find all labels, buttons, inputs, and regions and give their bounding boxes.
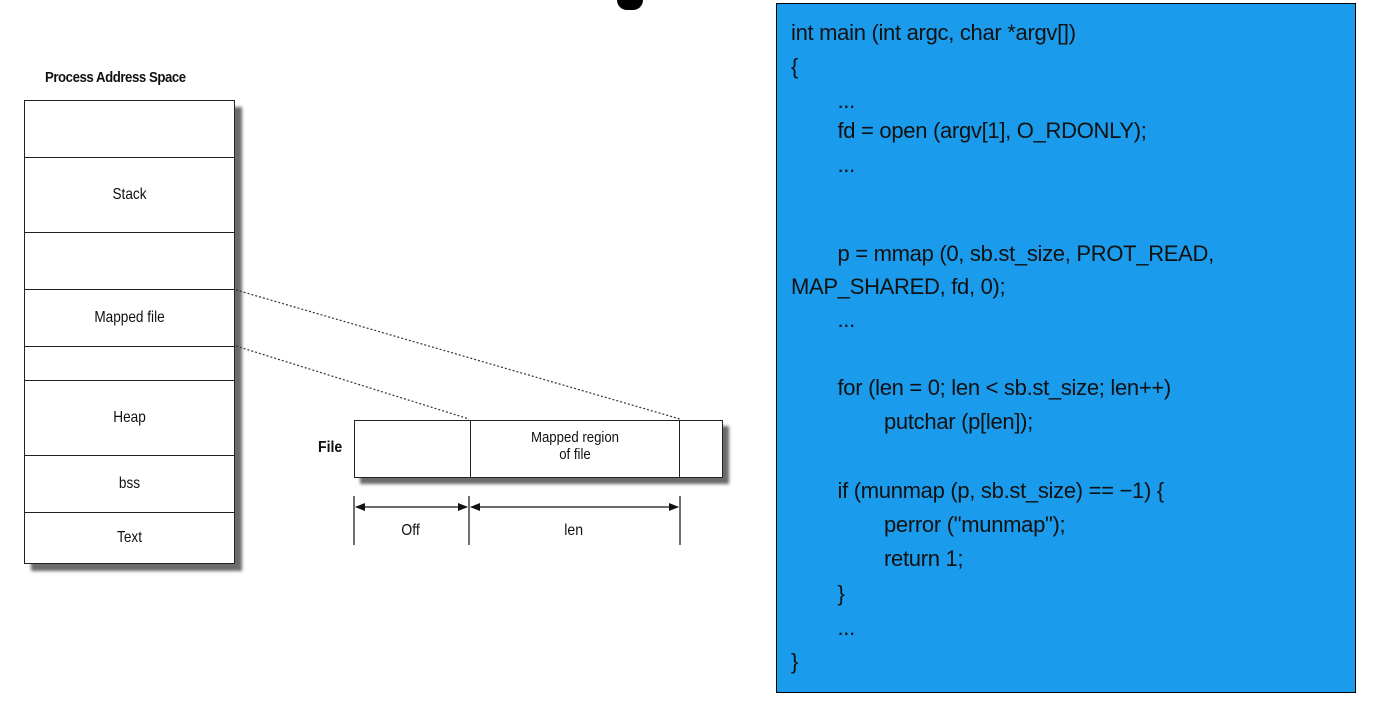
code-line: ...	[791, 307, 855, 332]
connector-bottom	[235, 345, 470, 420]
code-line: fd = open (argv[1], O_RDONLY);	[791, 118, 1147, 143]
segment-text: Text	[24, 512, 235, 564]
file-label: File	[318, 439, 343, 456]
code-line: ...	[791, 615, 855, 640]
code-line: {	[791, 54, 799, 79]
mapped-region-label: Mapped region of file	[483, 429, 666, 463]
code-line: perror ("munmap");	[791, 512, 1066, 537]
segment-label: Heap	[113, 409, 146, 426]
code-line: int main (int argc, char *argv[])	[791, 20, 1076, 45]
code-line: MAP_SHARED, fd, 0);	[791, 274, 1006, 299]
code-line: }	[791, 649, 799, 674]
segment-bss: bss	[24, 455, 235, 513]
code-line: ...	[791, 152, 855, 177]
process-address-space: Stack Mapped file Heap bss Text	[24, 100, 235, 564]
segment-label: Mapped file	[94, 309, 165, 326]
title-fragment	[617, 0, 643, 10]
len-label: len	[564, 522, 584, 539]
code-line: ...	[791, 88, 855, 113]
file-offset-region	[355, 421, 471, 477]
segment-empty-2	[24, 346, 235, 381]
off-label: Off	[401, 522, 420, 539]
code-line: if (munmap (p, sb.st_size) == −1) {	[791, 478, 1164, 503]
code-line: putchar (p[len]);	[791, 409, 1033, 434]
segment-top-empty	[24, 100, 235, 158]
segment-label: Text	[117, 529, 142, 546]
segment-heap: Heap	[24, 380, 235, 456]
process-address-space-title: Process Address Space	[45, 69, 186, 86]
code-panel: int main (int argc, char *argv[]) { ... …	[776, 3, 1356, 693]
segment-label: Stack	[112, 186, 147, 203]
connector-top	[235, 289, 681, 420]
file-bar: Mapped region of file	[354, 420, 723, 478]
segment-label: bss	[118, 475, 141, 492]
segment-stack: Stack	[24, 157, 235, 233]
code-line: p = mmap (0, sb.st_size, PROT_READ,	[791, 241, 1214, 266]
mapped-region-label-line2: of file	[559, 446, 591, 463]
code-line: for (len = 0; len < sb.st_size; len++)	[791, 375, 1171, 400]
code-line: return 1;	[791, 546, 964, 571]
code-line: }	[791, 581, 845, 606]
file-mapped-region	[471, 421, 680, 477]
mapped-region-label-line1: Mapped region	[530, 429, 620, 446]
segment-mapped-file: Mapped file	[24, 289, 235, 347]
segment-empty-1	[24, 232, 235, 290]
